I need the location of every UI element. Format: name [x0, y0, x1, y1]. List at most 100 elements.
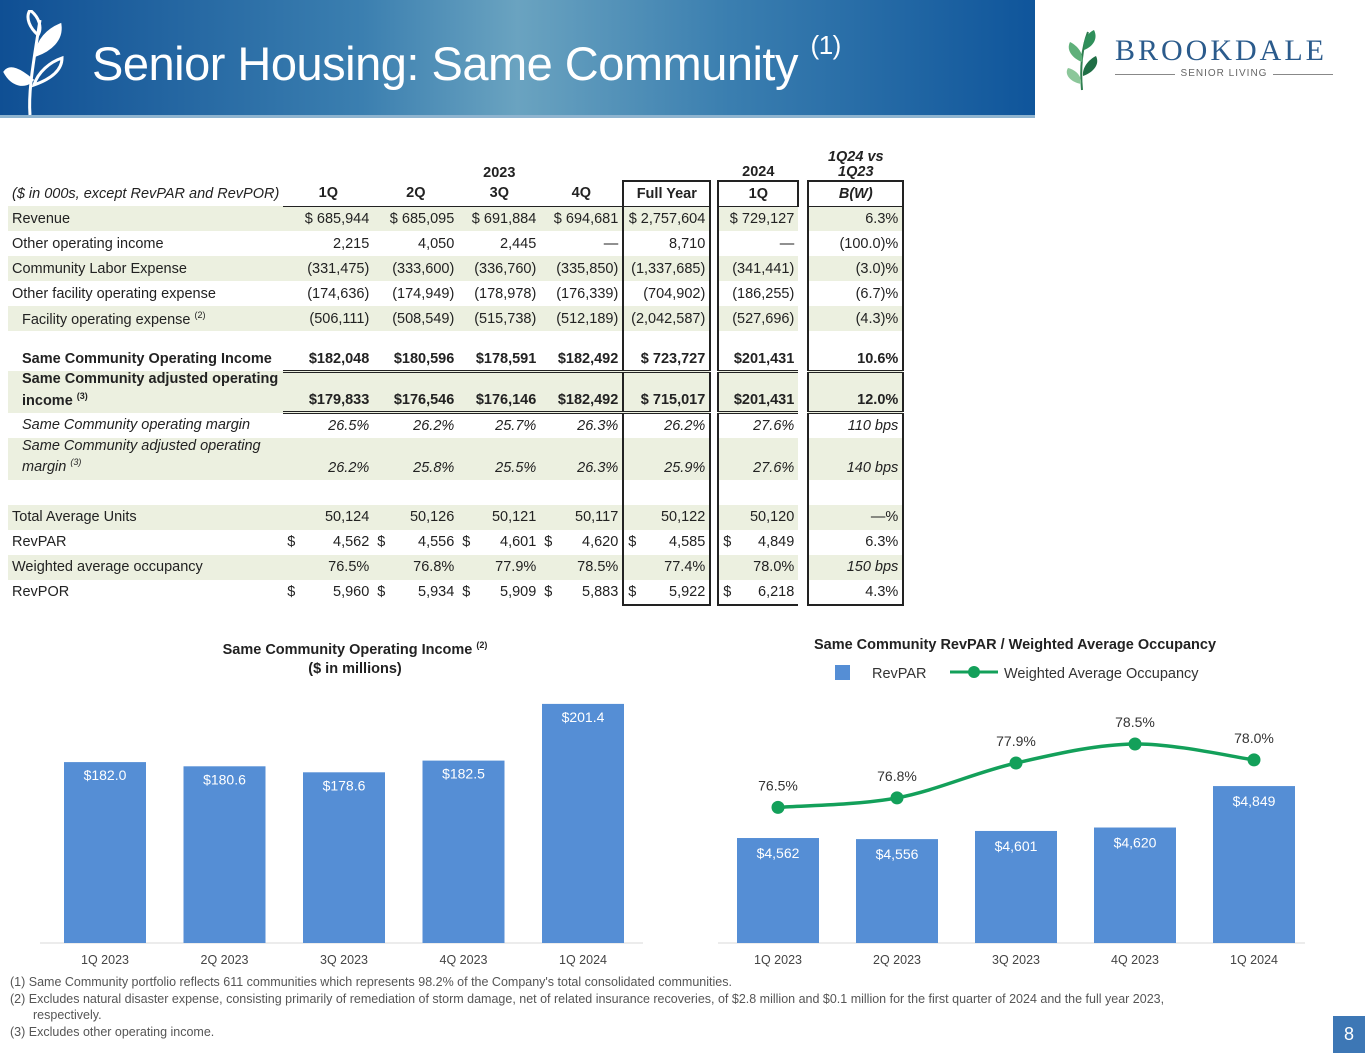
cell-value: $5,922 — [622, 579, 712, 606]
cell-value: 26.5% — [283, 413, 373, 438]
cell-value: 110 bps — [807, 412, 905, 438]
footnotes: (1) Same Community portfolio reflects 61… — [10, 974, 1330, 1040]
cell-value: $5,909 — [458, 580, 540, 605]
cell-value: 50,121 — [458, 504, 541, 530]
value-text: 4,556 — [418, 534, 455, 551]
table-row: Same Community adjusted operating margin… — [8, 437, 905, 480]
legend-swatch-revpar — [835, 665, 850, 680]
cell-value: (335,850) — [540, 256, 624, 281]
x-tick-label: 2Q 2023 — [873, 953, 921, 967]
cell-value: (506,111) — [283, 306, 374, 331]
bar — [183, 766, 266, 943]
occupancy-marker — [890, 791, 904, 805]
table-row: Total Average Units 50,124 50,126 50,121 50,… — [8, 504, 905, 530]
value-text: 5,934 — [418, 584, 455, 601]
cell-value: $201,431 — [717, 371, 799, 415]
cell-value: 150 bps — [807, 554, 905, 580]
dollar-sign: $ — [462, 534, 471, 551]
table-row: Community Labor Expense (331,475) (333,600… — [8, 256, 905, 281]
value-text: 77.9% — [495, 559, 537, 576]
data-label: $4,556 — [876, 846, 919, 862]
cell-value: (100.0)% — [807, 231, 905, 256]
value-text: (506,111) — [309, 310, 370, 327]
value-text: (515,738) — [474, 310, 537, 327]
cell-value: 25.8% — [373, 437, 459, 480]
value-text: 2,445 — [500, 235, 537, 252]
x-tick-label: 3Q 2023 — [992, 953, 1040, 967]
cell-value: (341,441) — [717, 256, 799, 281]
cell-value: 77.4% — [622, 554, 712, 580]
cell-value: (331,475) — [283, 256, 374, 281]
page-number: 8 — [1333, 1016, 1365, 1053]
value-text: $176,546 — [393, 392, 455, 409]
value-text: 5,960 — [333, 584, 370, 601]
value-text: —% — [870, 509, 899, 526]
cell-value: — — [540, 231, 623, 256]
spacer-row — [8, 479, 905, 505]
value-text: (174,949) — [392, 285, 455, 302]
x-tick-label: 3Q 2023 — [320, 953, 368, 967]
cell-value: 25.9% — [622, 437, 712, 480]
cell-value: $176,146 — [458, 371, 541, 415]
cell-value: (174,636) — [283, 281, 373, 306]
row-label: Community Labor Expense — [8, 256, 284, 281]
dollar-sign: $ — [628, 534, 637, 551]
table-row: Revenue $ 685,944 $ 685,095 $ 691,884 $ 694,… — [8, 206, 905, 231]
value-text: (341,441) — [732, 260, 795, 277]
operating-income-chart: Same Community Operating Income (2) ($ in… — [0, 630, 680, 970]
cell-value: (178,978) — [458, 281, 540, 306]
cell-value: $180,596 — [373, 331, 459, 373]
cell-value: 50,117 — [540, 504, 624, 530]
cell-value: $178,591 — [458, 331, 541, 373]
value-text: — — [779, 235, 795, 252]
legend-label: Weighted Average Occupancy — [1004, 666, 1199, 682]
row-label-text: Other operating income — [12, 235, 164, 252]
value-text: 4,849 — [758, 534, 795, 551]
value-text: 150 bps — [846, 559, 899, 576]
cell-value: 26.2% — [373, 413, 458, 438]
cell-value: (515,738) — [458, 306, 541, 331]
value-text: 4,585 — [669, 534, 706, 551]
cell-value: 2,215 — [283, 231, 373, 256]
cell-value: 25.7% — [458, 413, 540, 438]
value-text: 4,620 — [582, 534, 619, 551]
column-header-row: ($ in 000s, except RevPAR and RevPOR) 1Q 2… — [8, 180, 905, 207]
value-text: 26.3% — [577, 418, 619, 435]
row-label: Weighted average occupancy — [8, 554, 284, 580]
value-text: 8,710 — [669, 235, 706, 252]
value-text: (336,760) — [474, 260, 537, 277]
row-label-text: Same Community adjusted operating margin — [22, 437, 261, 475]
leaf-logo-icon — [1066, 30, 1098, 91]
x-tick-label: 1Q 2024 — [559, 953, 607, 967]
table-row: Same Community operating margin 26.5% 26.2… — [8, 412, 905, 438]
data-label: $178.6 — [323, 777, 366, 793]
column-header: 4Q — [540, 181, 624, 207]
value-text: 76.5% — [328, 559, 370, 576]
value-text: $ 685,095 — [389, 210, 455, 227]
value-text: $ 694,681 — [553, 210, 619, 227]
value-text: (1,337,685) — [631, 260, 706, 277]
value-text: 26.2% — [413, 418, 455, 435]
cell-value: (2,042,587) — [622, 306, 712, 331]
bar — [64, 762, 146, 943]
bar — [542, 703, 624, 943]
dollar-sign: $ — [377, 534, 386, 551]
value-text: (174,636) — [307, 285, 370, 302]
column-header: Full Year — [622, 180, 712, 207]
line-data-label: 78.0% — [1234, 730, 1274, 746]
bar — [422, 760, 505, 943]
cell-value: (4.3)% — [807, 306, 905, 331]
row-label-text: Weighted average occupancy — [12, 559, 203, 576]
value-text: 26.5% — [328, 418, 370, 435]
cell-value: 27.6% — [717, 437, 799, 480]
cell-value: $176,546 — [373, 371, 459, 415]
cell-value: $179,833 — [283, 371, 374, 415]
value-text: (2,042,587) — [631, 310, 706, 327]
cell-value: 6.3% — [807, 206, 905, 231]
cell-value: 26.3% — [540, 413, 623, 438]
line-data-label: 77.9% — [996, 733, 1036, 749]
dollar-sign: $ — [723, 534, 732, 551]
data-label: $4,620 — [1114, 835, 1157, 851]
value-text: $201,431 — [733, 350, 795, 367]
occupancy-marker — [1247, 753, 1261, 767]
